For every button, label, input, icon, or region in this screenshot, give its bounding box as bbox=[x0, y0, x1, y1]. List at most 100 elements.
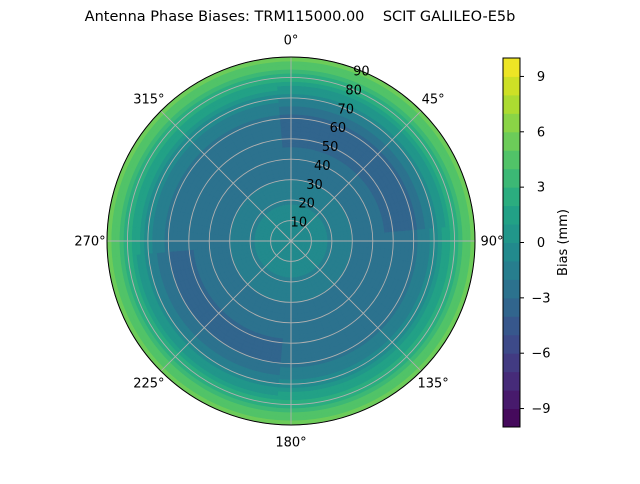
angular-tick-label: 225° bbox=[133, 377, 164, 392]
bias-cell bbox=[281, 355, 291, 360]
colorbar-segment bbox=[503, 335, 520, 354]
bias-cell bbox=[291, 290, 296, 294]
bias-cell bbox=[291, 167, 297, 171]
bias-cell bbox=[291, 298, 296, 302]
bias-cell bbox=[291, 335, 300, 339]
colorbar-segment bbox=[503, 76, 520, 95]
bias-cell bbox=[291, 351, 301, 356]
bias-cell bbox=[291, 371, 303, 376]
colorbar-segment bbox=[503, 243, 520, 262]
colorbar-tick-label: 0 bbox=[537, 236, 545, 251]
bias-cell bbox=[281, 131, 291, 135]
bias-cell bbox=[377, 241, 381, 249]
bias-cell bbox=[285, 306, 291, 310]
colorbar-segment bbox=[503, 390, 520, 409]
bias-cell bbox=[230, 241, 234, 246]
bias-cell bbox=[291, 180, 296, 184]
bias-cell bbox=[291, 127, 301, 132]
bias-cell bbox=[332, 237, 336, 241]
colorbar-segment bbox=[503, 95, 520, 114]
bias-cell bbox=[348, 241, 352, 246]
bias-cell bbox=[397, 241, 401, 251]
colorbar-tick-label: −9 bbox=[531, 402, 550, 417]
bias-cell bbox=[242, 237, 246, 241]
bias-cell bbox=[279, 375, 291, 380]
bias-cell bbox=[344, 241, 348, 246]
bias-cell bbox=[279, 371, 291, 376]
angular-tick-label: 180° bbox=[275, 436, 306, 451]
bias-cell bbox=[152, 241, 157, 253]
bias-cell bbox=[291, 278, 295, 282]
bias-cell bbox=[280, 367, 291, 372]
bias-cell bbox=[288, 204, 291, 208]
bias-cell bbox=[291, 192, 295, 196]
bias-cell bbox=[283, 331, 291, 335]
bias-cell bbox=[287, 196, 291, 200]
bias-cell bbox=[328, 237, 332, 241]
bias-cell bbox=[284, 163, 291, 167]
bias-cell bbox=[193, 241, 197, 250]
radial-tick-label: 70 bbox=[337, 102, 354, 117]
bias-cell bbox=[160, 230, 165, 241]
bias-cell bbox=[401, 241, 406, 251]
bias-cell bbox=[221, 235, 225, 241]
bias-cell bbox=[282, 335, 291, 339]
colorbar-segment bbox=[503, 113, 520, 132]
bias-cell bbox=[197, 241, 201, 249]
bias-cell bbox=[291, 184, 296, 188]
bias-cell bbox=[254, 241, 258, 244]
bias-cell bbox=[291, 367, 302, 372]
colorbar-segment bbox=[503, 58, 520, 77]
colorbar-segment bbox=[503, 206, 520, 225]
bias-cell bbox=[381, 233, 385, 241]
angular-tick-label: 315° bbox=[133, 92, 164, 107]
bias-cell bbox=[291, 327, 299, 331]
polar-plot-area: 0°45°90°135°180°225°270°315°102030405060… bbox=[74, 34, 503, 451]
bias-cell bbox=[283, 151, 291, 155]
bias-cell bbox=[421, 241, 426, 253]
bias-cell bbox=[425, 241, 430, 253]
bias-cell bbox=[336, 241, 340, 245]
radial-tick-label: 10 bbox=[291, 216, 308, 231]
radial-tick-label: 30 bbox=[306, 178, 323, 193]
polar-grid bbox=[107, 57, 475, 425]
bias-cell bbox=[160, 241, 165, 252]
bias-cell bbox=[291, 282, 295, 286]
bias-cell bbox=[356, 235, 360, 241]
colorbar-segment bbox=[503, 353, 520, 372]
bias-cell bbox=[246, 241, 250, 245]
colorbar-tick-label: 3 bbox=[537, 181, 545, 196]
bias-cell bbox=[381, 241, 385, 249]
bias-cell bbox=[291, 310, 297, 314]
bias-cell bbox=[360, 235, 364, 241]
bias-cell bbox=[286, 290, 291, 294]
bias-cell bbox=[291, 375, 303, 380]
colorbar-segment bbox=[503, 372, 520, 391]
bias-cell bbox=[279, 102, 291, 107]
bias-cell bbox=[385, 232, 389, 241]
angular-tick-label: 0° bbox=[284, 34, 299, 49]
bias-cell bbox=[234, 241, 238, 246]
bias-cell bbox=[291, 294, 296, 298]
bias-cell bbox=[230, 236, 234, 241]
colorbar-segment bbox=[503, 169, 520, 188]
bias-cell bbox=[291, 306, 297, 310]
bias-cell bbox=[177, 241, 182, 251]
colorbar-segment bbox=[503, 132, 520, 151]
radial-tick-label: 60 bbox=[330, 121, 347, 136]
bias-cell bbox=[281, 122, 291, 127]
bias-cell bbox=[291, 314, 298, 318]
chart-title: Antenna Phase Biases: TRM115000.00 SCIT … bbox=[0, 9, 600, 25]
angular-tick-label: 270° bbox=[74, 235, 105, 250]
bias-cell bbox=[291, 188, 296, 192]
bias-cell bbox=[152, 229, 157, 241]
bias-cell bbox=[193, 232, 197, 241]
bias-cell bbox=[291, 106, 303, 111]
bias-cell bbox=[283, 147, 291, 151]
colorbar-segment bbox=[503, 409, 520, 428]
radial-tick-label: 20 bbox=[298, 197, 315, 212]
bias-cell bbox=[291, 151, 299, 155]
